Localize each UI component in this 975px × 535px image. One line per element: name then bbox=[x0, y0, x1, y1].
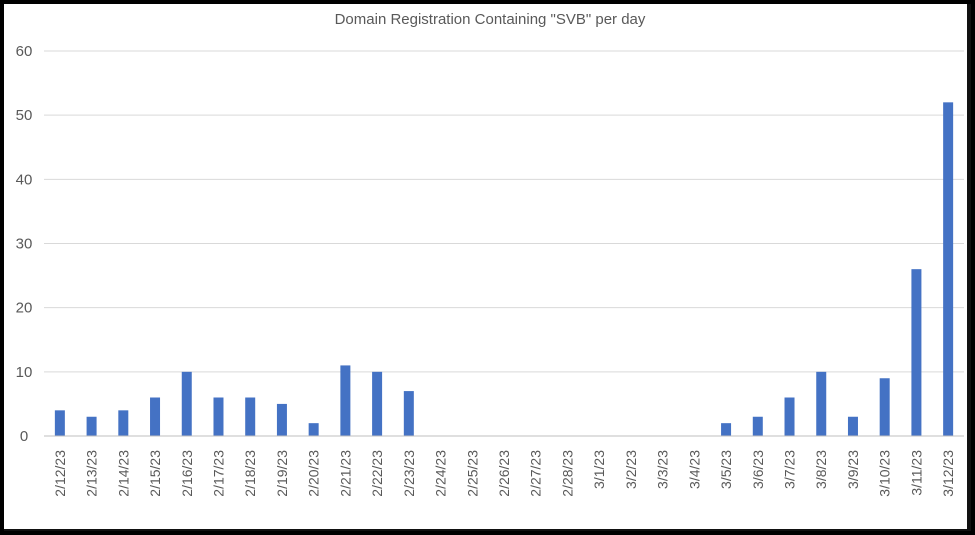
bar-2/16/23 bbox=[181, 371, 192, 436]
x-tick-label: 3/8/23 bbox=[813, 450, 829, 489]
x-tick-label: 2/19/23 bbox=[274, 450, 290, 497]
x-axis-ticks: 2/12/23 2/13/23 2/14/23 2/15/23 2/16/23 2/17/… bbox=[52, 450, 956, 497]
x-tick-label: 3/5/23 bbox=[718, 450, 734, 489]
x-tick-label: 2/14/23 bbox=[115, 450, 131, 497]
bar-3/6/23 bbox=[752, 416, 763, 436]
bar-2/21/23 bbox=[340, 365, 351, 436]
bar-3/8/23 bbox=[816, 371, 827, 436]
y-tick-label: 60 bbox=[16, 43, 33, 60]
bar-2/13/23 bbox=[86, 416, 97, 436]
bar-2/17/23 bbox=[213, 397, 224, 436]
x-tick-label: 2/27/23 bbox=[528, 450, 544, 497]
x-tick-label: 3/3/23 bbox=[655, 450, 671, 489]
chart-title: Domain Registration Containing "SVB" per… bbox=[335, 11, 646, 28]
x-tick-label: 2/17/23 bbox=[210, 450, 226, 497]
x-tick-label: 2/26/23 bbox=[496, 450, 512, 497]
bar-2/15/23 bbox=[150, 397, 161, 436]
y-tick-label: 0 bbox=[20, 428, 28, 445]
x-tick-label: 2/18/23 bbox=[242, 450, 258, 497]
y-tick-label: 30 bbox=[16, 236, 33, 253]
bar-3/7/23 bbox=[784, 397, 795, 436]
x-tick-label: 2/21/23 bbox=[337, 450, 353, 497]
chart-frame: Domain Registration Containing "SVB" per… bbox=[4, 4, 971, 531]
bar-2/20/23 bbox=[308, 423, 319, 436]
x-tick-label: 3/9/23 bbox=[845, 450, 861, 489]
y-tick-label: 20 bbox=[16, 300, 33, 317]
y-axis-ticks: 0 10 20 30 40 50 60 bbox=[16, 43, 33, 445]
bar-3/11/23 bbox=[911, 269, 922, 436]
x-tick-label: 2/13/23 bbox=[84, 450, 100, 497]
bar-chart: Domain Registration Containing "SVB" per… bbox=[16, 11, 964, 497]
bar-2/23/23 bbox=[403, 391, 414, 436]
y-tick-label: 40 bbox=[16, 171, 33, 188]
x-tick-label: 3/11/23 bbox=[908, 450, 924, 496]
gridlines bbox=[44, 50, 964, 373]
y-tick-label: 50 bbox=[16, 107, 33, 124]
x-tick-label: 2/22/23 bbox=[369, 450, 385, 497]
x-tick-label: 3/6/23 bbox=[750, 450, 766, 489]
bar-2/22/23 bbox=[372, 371, 383, 436]
x-tick-label: 3/12/23 bbox=[940, 450, 956, 497]
bar-3/12/23 bbox=[943, 102, 954, 436]
bar-3/9/23 bbox=[847, 416, 858, 436]
x-tick-label: 2/15/23 bbox=[147, 450, 163, 497]
x-tick-label: 2/12/23 bbox=[52, 450, 68, 497]
x-tick-label: 2/28/23 bbox=[559, 450, 575, 497]
x-tick-label: 2/16/23 bbox=[179, 450, 195, 497]
x-tick-label: 2/20/23 bbox=[306, 450, 322, 497]
x-tick-label: 2/24/23 bbox=[433, 450, 449, 497]
x-tick-label: 3/2/23 bbox=[623, 450, 639, 489]
bar-3/10/23 bbox=[879, 378, 890, 436]
x-tick-label: 2/23/23 bbox=[401, 450, 417, 497]
bar-2/14/23 bbox=[118, 410, 129, 436]
x-tick-label: 3/4/23 bbox=[686, 450, 702, 489]
x-tick-label: 3/1/23 bbox=[591, 450, 607, 489]
bar-2/12/23 bbox=[54, 410, 65, 436]
bar-2/18/23 bbox=[245, 397, 256, 436]
bars bbox=[54, 102, 954, 436]
y-tick-label: 10 bbox=[16, 364, 33, 381]
bar-3/5/23 bbox=[721, 423, 732, 436]
x-tick-label: 3/7/23 bbox=[782, 450, 798, 489]
x-tick-label: 2/25/23 bbox=[464, 450, 480, 497]
bar-2/19/23 bbox=[276, 403, 287, 436]
x-tick-label: 3/10/23 bbox=[877, 450, 893, 497]
